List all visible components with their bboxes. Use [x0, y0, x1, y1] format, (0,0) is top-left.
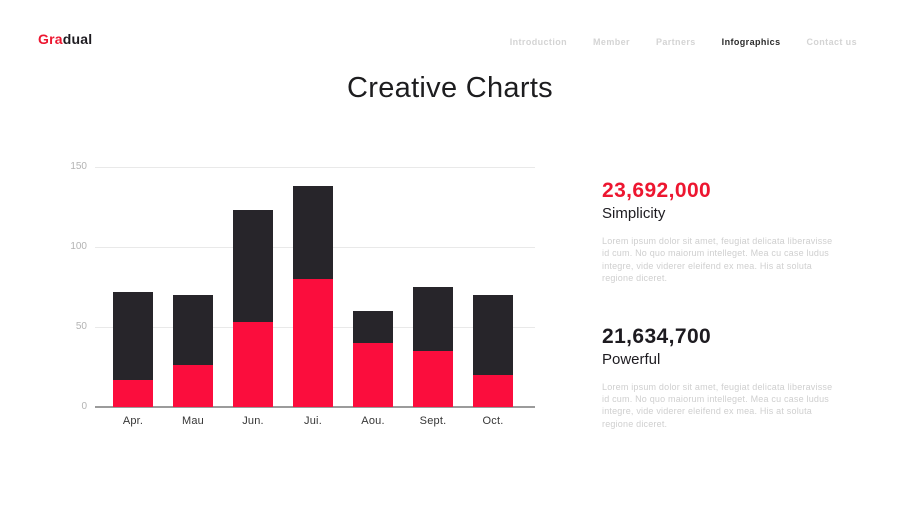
nav-item-infographics[interactable]: Infographics: [721, 37, 781, 47]
page-title: Creative Charts: [347, 72, 553, 104]
bar-segment-dark-top: [173, 295, 213, 366]
main-nav: Introduction Member Partners Infographics Co…: [510, 37, 857, 47]
bar-segment-dark-top: [473, 295, 513, 375]
bar-oct[interactable]: [473, 295, 513, 407]
logo-part-dark: dual: [62, 31, 93, 47]
stats-column: 23,692,000 Simplicity Lorem ipsum dolor si…: [602, 180, 852, 471]
bar-segment-red-bottom: [413, 351, 453, 407]
bar-segment-dark-top: [413, 287, 453, 351]
gridline: [95, 166, 535, 168]
bar-apr[interactable]: [113, 291, 153, 407]
y-tick-label: 50: [75, 321, 87, 332]
x-tick-label: Apr.: [122, 415, 144, 427]
bar-sept[interactable]: [413, 287, 453, 407]
y-tick-label: 100: [70, 241, 87, 252]
y-tick-label: 0: [81, 401, 87, 412]
bar-segment-red-bottom: [113, 379, 153, 407]
x-tick-label: Jun.: [242, 415, 264, 427]
stat-block-powerful: 21,634,700 Powerful Lorem ipsum dolor sit …: [602, 326, 852, 431]
bar-jui[interactable]: [293, 186, 333, 407]
stat-number: 21,634,700: [602, 324, 712, 348]
x-axis-line: [95, 406, 535, 408]
nav-item-introduction[interactable]: Introduction: [509, 37, 568, 47]
logo[interactable]: Gradual: [38, 31, 92, 47]
bar-segment-dark-top: [293, 186, 333, 279]
bar-segment-dark-top: [353, 311, 393, 343]
stat-description: Lorem ipsum dolor sit amet, feugiat deli…: [602, 236, 833, 284]
x-tick-label: Sept.: [419, 415, 447, 427]
stat-label: Simplicity: [602, 205, 666, 222]
stat-label: Powerful: [602, 350, 661, 368]
stacked-bar-chart: 0 50 100 150 Apr. Mau Jun. Jui. Aou. Sept. Oct.: [70, 161, 535, 427]
bar-segment-red-bottom: [233, 322, 273, 407]
stat-description: Lorem ipsum dolor sit amet, feugiat deli…: [602, 381, 833, 429]
x-tick-label: Aou.: [361, 415, 385, 427]
bar-segment-red-bottom: [353, 343, 393, 407]
x-tick-label: Jui.: [304, 415, 322, 427]
x-tick-label: Oct.: [482, 415, 504, 427]
y-tick-label: 150: [70, 161, 87, 172]
nav-item-contact-us[interactable]: Contact us: [806, 37, 857, 47]
bar-segment-dark-top: [113, 291, 153, 380]
nav-item-member[interactable]: Member: [593, 37, 630, 47]
bar-jun[interactable]: [233, 210, 273, 407]
nav-item-partners[interactable]: Partners: [655, 37, 696, 47]
bar-segment-dark-top: [233, 210, 273, 323]
bar-segment-red-bottom: [473, 375, 513, 407]
bar-aou[interactable]: [353, 311, 393, 407]
bar-segment-red-bottom: [293, 279, 333, 407]
bar-segment-red-bottom: [173, 365, 213, 407]
x-tick-label: Mau: [182, 415, 204, 427]
stat-number: 23,692,000: [602, 179, 712, 202]
logo-part-red: Gra: [38, 31, 63, 47]
bar-mau[interactable]: [173, 295, 213, 407]
stat-block-simplicity: 23,692,000 Simplicity Lorem ipsum dolor si…: [602, 180, 852, 285]
